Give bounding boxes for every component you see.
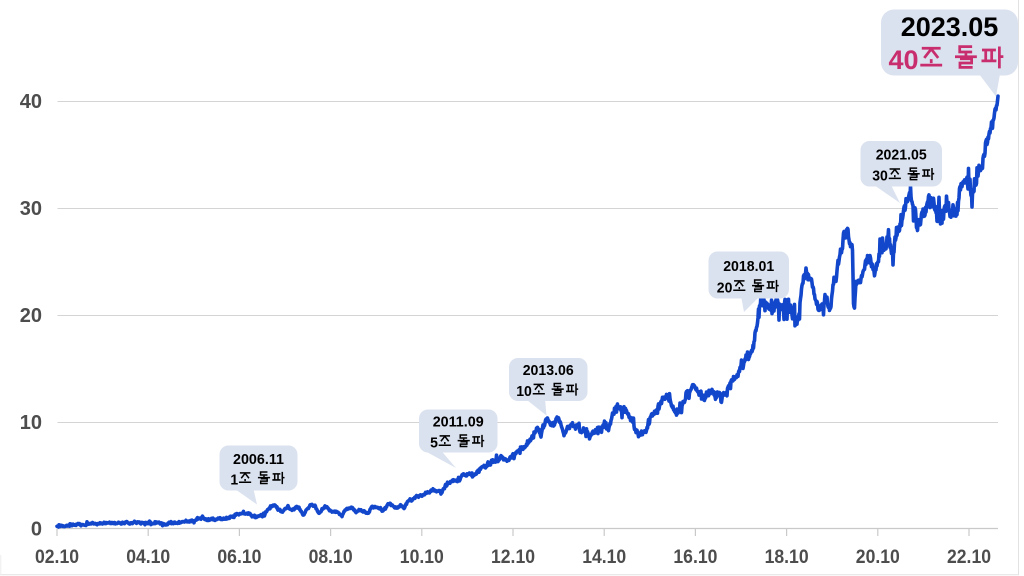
svg-text:12.10: 12.10 bbox=[491, 547, 535, 568]
svg-text:40: 40 bbox=[889, 45, 919, 75]
svg-text:20.10: 20.10 bbox=[856, 547, 900, 568]
svg-text:06.10: 06.10 bbox=[217, 547, 261, 568]
svg-text:2021.05: 2021.05 bbox=[876, 147, 927, 164]
svg-text:30: 30 bbox=[872, 168, 888, 185]
svg-text:08.10: 08.10 bbox=[309, 547, 353, 568]
svg-text:0: 0 bbox=[31, 519, 42, 541]
svg-text:2023.05: 2023.05 bbox=[901, 12, 999, 42]
svg-text:20: 20 bbox=[717, 280, 733, 297]
svg-text:04.10: 04.10 bbox=[126, 547, 170, 568]
svg-text:10: 10 bbox=[20, 412, 42, 434]
svg-text:2011.09: 2011.09 bbox=[433, 414, 484, 431]
svg-text:10.10: 10.10 bbox=[400, 547, 444, 568]
svg-text:22.10: 22.10 bbox=[947, 547, 991, 568]
svg-text:14.10: 14.10 bbox=[582, 547, 626, 568]
svg-text:5: 5 bbox=[430, 435, 438, 452]
svg-text:1: 1 bbox=[230, 472, 238, 489]
svg-text:40: 40 bbox=[20, 91, 42, 113]
svg-text:2013.06: 2013.06 bbox=[523, 362, 574, 379]
svg-text:2018.01: 2018.01 bbox=[723, 258, 774, 275]
svg-text:2006.11: 2006.11 bbox=[233, 451, 284, 468]
svg-text:20: 20 bbox=[20, 305, 42, 327]
svg-text:18.10: 18.10 bbox=[765, 547, 809, 568]
svg-text:02.10: 02.10 bbox=[35, 547, 79, 568]
svg-text:10: 10 bbox=[516, 383, 532, 400]
svg-text:16.10: 16.10 bbox=[673, 547, 717, 568]
svg-text:30: 30 bbox=[20, 198, 42, 220]
